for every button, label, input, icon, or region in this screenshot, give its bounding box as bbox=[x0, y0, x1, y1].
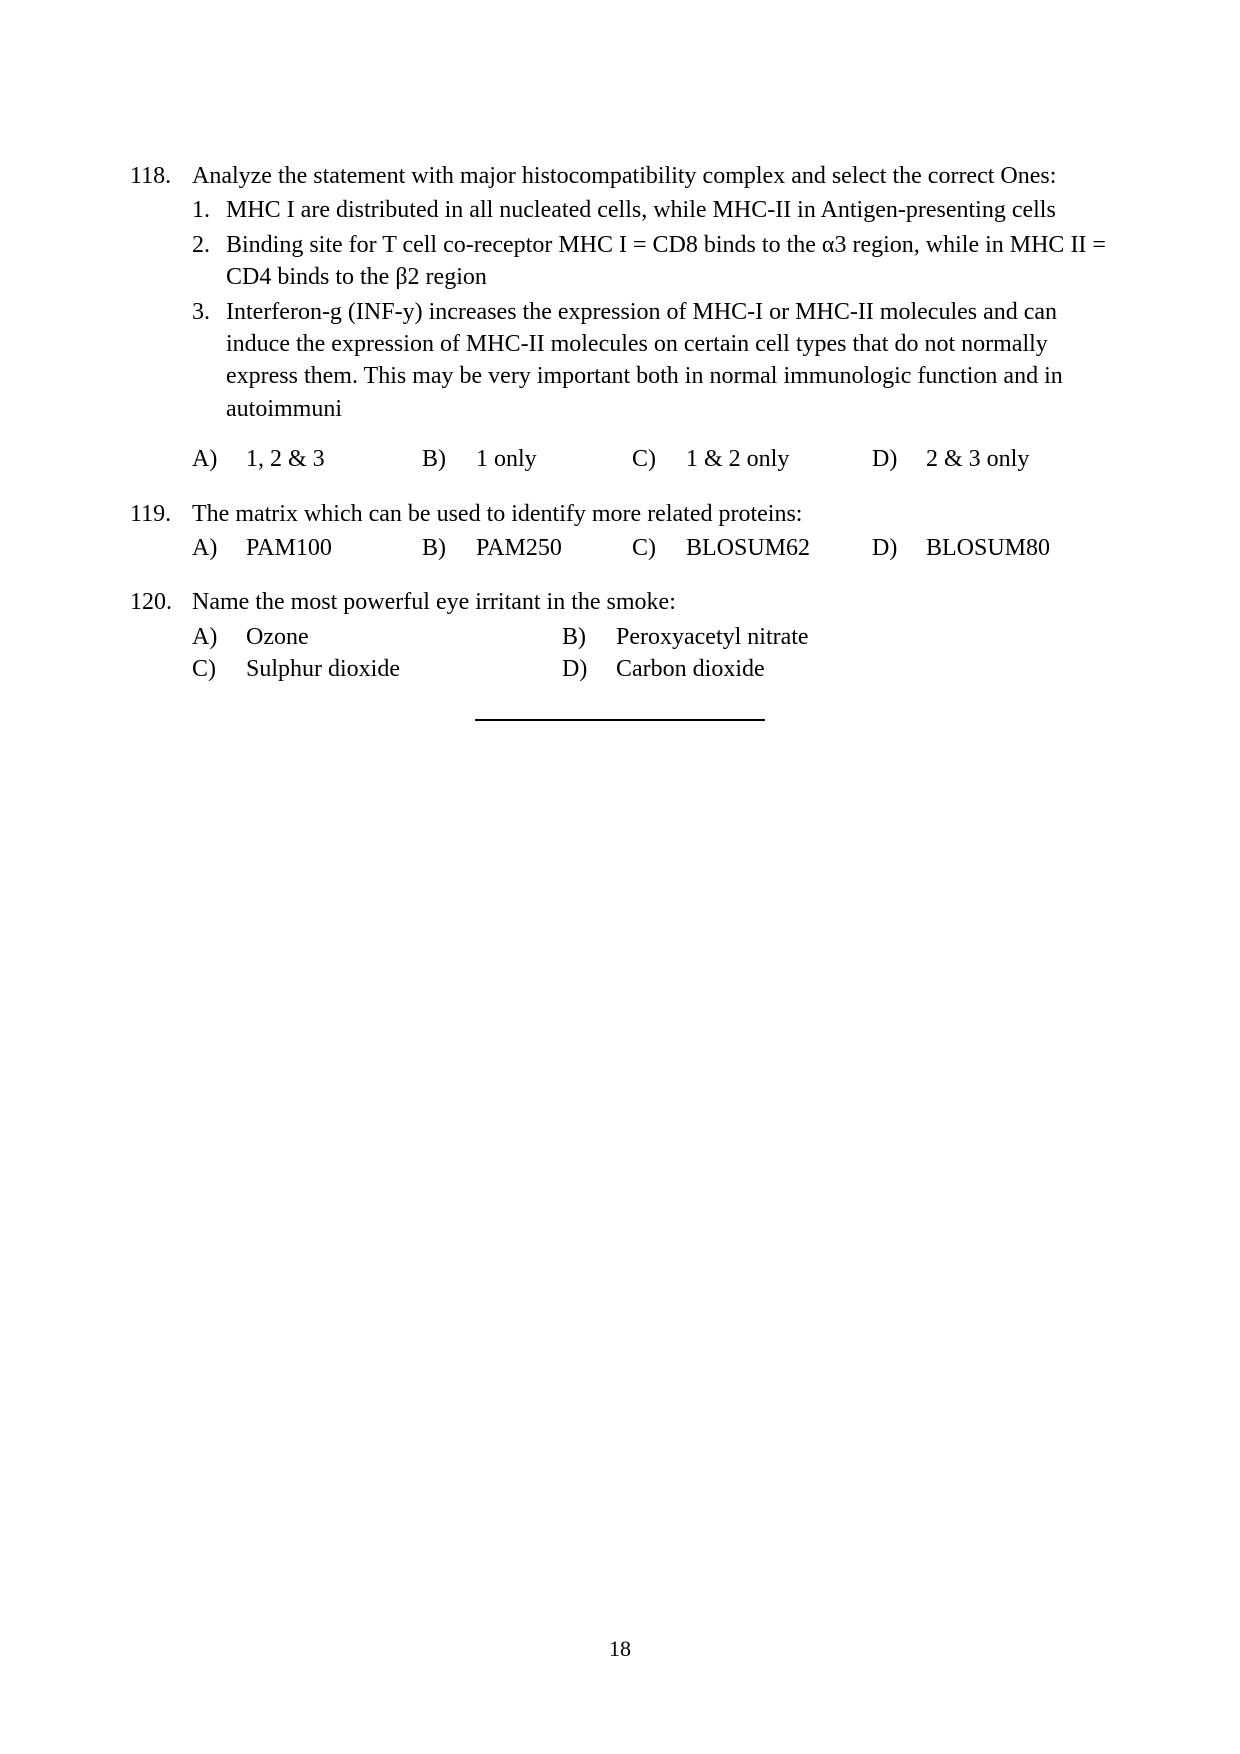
option-text: BLOSUM62 bbox=[686, 532, 810, 564]
option-text: 2 & 3 only bbox=[926, 443, 1029, 475]
option-text: Ozone bbox=[246, 621, 309, 653]
option-text: 1 only bbox=[476, 443, 537, 475]
question-number: 120. bbox=[130, 586, 192, 685]
question-stem: The matrix which can be used to identify… bbox=[192, 498, 1110, 530]
option-b: B) PAM250 bbox=[422, 532, 632, 564]
option-text: PAM250 bbox=[476, 532, 562, 564]
statement-number: 1. bbox=[192, 194, 226, 226]
question-120: 120. Name the most powerful eye irritant… bbox=[130, 586, 1110, 685]
option-d: D) 2 & 3 only bbox=[872, 443, 1092, 475]
statement-number: 2. bbox=[192, 229, 226, 294]
options-grid: A) Ozone B) Peroxyacetyl nitrate C) Sulp… bbox=[192, 621, 1110, 686]
statement-3: 3. Interferon-g (INF-y) increases the ex… bbox=[192, 296, 1110, 426]
question-body: Name the most powerful eye irritant in t… bbox=[192, 586, 1110, 685]
option-d: D) BLOSUM80 bbox=[872, 532, 1092, 564]
option-label: C) bbox=[192, 653, 246, 685]
question-stem: Name the most powerful eye irritant in t… bbox=[192, 586, 1110, 618]
section-end-rule bbox=[475, 719, 765, 721]
option-c: C) BLOSUM62 bbox=[632, 532, 872, 564]
statement-text: Binding site for T cell co-receptor MHC … bbox=[226, 229, 1110, 294]
option-label: C) bbox=[632, 443, 686, 475]
option-text: BLOSUM80 bbox=[926, 532, 1050, 564]
question-118: 118. Analyze the statement with major hi… bbox=[130, 160, 1110, 476]
option-label: D) bbox=[872, 532, 926, 564]
page-number: 18 bbox=[0, 1634, 1240, 1664]
question-number: 119. bbox=[130, 498, 192, 565]
statement-text: MHC I are distributed in all nucleated c… bbox=[226, 194, 1110, 226]
statement-text: Interferon-g (INF-y) increases the expre… bbox=[226, 296, 1110, 426]
statement-1: 1. MHC I are distributed in all nucleate… bbox=[192, 194, 1110, 226]
options-row: A) 1, 2 & 3 B) 1 only C) 1 & 2 only D) 2… bbox=[192, 443, 1110, 475]
option-a: A) PAM100 bbox=[192, 532, 422, 564]
statement-2: 2. Binding site for T cell co-receptor M… bbox=[192, 229, 1110, 294]
question-119: 119. The matrix which can be used to ide… bbox=[130, 498, 1110, 565]
option-label: D) bbox=[562, 653, 616, 685]
option-a: A) 1, 2 & 3 bbox=[192, 443, 422, 475]
exam-page: 118. Analyze the statement with major hi… bbox=[0, 0, 1240, 1754]
question-body: The matrix which can be used to identify… bbox=[192, 498, 1110, 565]
statement-list: 1. MHC I are distributed in all nucleate… bbox=[192, 194, 1110, 425]
option-label: A) bbox=[192, 621, 246, 653]
options-row: A) PAM100 B) PAM250 C) BLOSUM62 D) BLOSU… bbox=[192, 532, 1110, 564]
option-label: A) bbox=[192, 532, 246, 564]
option-text: 1, 2 & 3 bbox=[246, 443, 325, 475]
option-text: Peroxyacetyl nitrate bbox=[616, 621, 809, 653]
option-label: B) bbox=[422, 532, 476, 564]
option-b: B) 1 only bbox=[422, 443, 632, 475]
option-text: 1 & 2 only bbox=[686, 443, 789, 475]
options-row-2: C) Sulphur dioxide D) Carbon dioxide bbox=[192, 653, 1110, 685]
question-body: Analyze the statement with major histoco… bbox=[192, 160, 1110, 476]
question-number: 118. bbox=[130, 160, 192, 476]
option-text: Carbon dioxide bbox=[616, 653, 765, 685]
option-label: B) bbox=[422, 443, 476, 475]
option-text: PAM100 bbox=[246, 532, 332, 564]
option-text: Sulphur dioxide bbox=[246, 653, 400, 685]
option-label: A) bbox=[192, 443, 246, 475]
option-a: A) Ozone bbox=[192, 621, 562, 653]
option-c: C) Sulphur dioxide bbox=[192, 653, 562, 685]
option-label: D) bbox=[872, 443, 926, 475]
question-stem: Analyze the statement with major histoco… bbox=[192, 160, 1110, 192]
option-c: C) 1 & 2 only bbox=[632, 443, 872, 475]
option-label: B) bbox=[562, 621, 616, 653]
option-b: B) Peroxyacetyl nitrate bbox=[562, 621, 809, 653]
statement-number: 3. bbox=[192, 296, 226, 426]
options-row-1: A) Ozone B) Peroxyacetyl nitrate bbox=[192, 621, 1110, 653]
option-label: C) bbox=[632, 532, 686, 564]
option-d: D) Carbon dioxide bbox=[562, 653, 765, 685]
